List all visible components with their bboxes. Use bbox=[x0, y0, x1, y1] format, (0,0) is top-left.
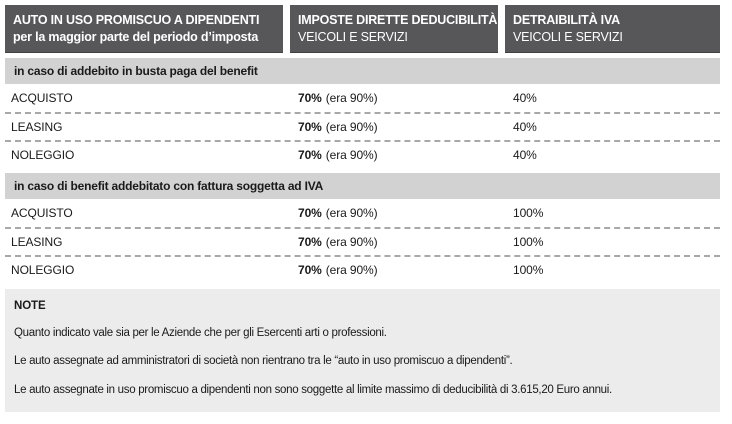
header-subject-line2: per la maggior parte del periodo d’impos… bbox=[13, 29, 259, 44]
table-row-noleggio: NOLEGGIO 70% (era 90%) 40% bbox=[5, 140, 720, 168]
vat-value: 100% bbox=[513, 263, 544, 277]
vat-value: 100% bbox=[513, 206, 544, 220]
vat-value: 40% bbox=[513, 91, 537, 105]
section-title-fattura-iva: in caso di benefit addebitato con fattur… bbox=[5, 173, 720, 199]
notes-block: NOTE Quanto indicato vale sia per le Azi… bbox=[5, 289, 720, 413]
table-row-leasing: LEASING 70% (era 90%) 100% bbox=[5, 227, 720, 255]
row-label: LEASING bbox=[11, 120, 63, 134]
notes-title: NOTE bbox=[14, 300, 46, 312]
direct-tax-previous: (era 90%) bbox=[325, 120, 378, 134]
direct-tax-cell: 70% (era 90%) bbox=[290, 235, 505, 249]
section-rows-busta-paga: ACQUISTO 70% (era 90%) 40% LEASING 70% (er… bbox=[5, 84, 720, 168]
section-rows-fattura-iva: ACQUISTO 70% (era 90%) 100% LEASING 70% (e… bbox=[5, 199, 720, 283]
direct-tax-cell: 70% (era 90%) bbox=[290, 148, 505, 162]
table-row-noleggio: NOLEGGIO 70% (era 90%) 100% bbox=[5, 255, 720, 283]
table-header-row: AUTO IN USO PROMISCUO A DIPENDENTI per l… bbox=[5, 5, 720, 53]
note-item-1: Quanto indicato vale sia per le Aziende … bbox=[14, 327, 387, 339]
direct-tax-previous: (era 90%) bbox=[325, 91, 378, 105]
direct-tax-cell: 70% (era 90%) bbox=[290, 120, 505, 134]
direct-tax-cell: 70% (era 90%) bbox=[290, 206, 505, 220]
direct-tax-previous: (era 90%) bbox=[325, 235, 378, 249]
note-item-3: Le auto assegnate in uso promiscuo a dip… bbox=[14, 383, 612, 396]
direct-tax-previous: (era 90%) bbox=[325, 263, 378, 277]
direct-tax-value: 70% bbox=[298, 120, 322, 134]
section-title-busta-paga: in caso di addebito in busta paga del be… bbox=[5, 58, 720, 84]
direct-tax-value: 70% bbox=[298, 235, 322, 249]
vat-value: 40% bbox=[513, 120, 537, 134]
header-direct-tax-line2: VEICOLI E SERVIZI bbox=[298, 29, 408, 44]
header-vat-line1: DETRAIBILITÀ IVA bbox=[513, 12, 620, 27]
benefit-deduction-table: AUTO IN USO PROMISCUO A DIPENDENTI per l… bbox=[5, 5, 720, 413]
row-label: ACQUISTO bbox=[11, 91, 73, 105]
direct-tax-previous: (era 90%) bbox=[325, 206, 378, 220]
header-direct-tax-line1: IMPOSTE DIRETTE DEDUCIBILITÀ bbox=[298, 12, 498, 27]
header-cell-direct-tax: IMPOSTE DIRETTE DEDUCIBILITÀ VEICOLI E S… bbox=[290, 5, 498, 53]
vat-value: 100% bbox=[513, 235, 544, 249]
vat-value: 40% bbox=[513, 148, 537, 162]
direct-tax-value: 70% bbox=[298, 263, 322, 277]
table-row-acquisto: ACQUISTO 70% (era 90%) 100% bbox=[5, 199, 720, 227]
direct-tax-value: 70% bbox=[298, 148, 322, 162]
row-label: LEASING bbox=[11, 235, 63, 249]
row-label: NOLEGGIO bbox=[11, 263, 75, 277]
header-vat-line2: VEICOLI E SERVIZI bbox=[513, 29, 623, 44]
note-item-2: Le auto assegnate ad amministratori di s… bbox=[14, 355, 513, 368]
direct-tax-previous: (era 90%) bbox=[325, 148, 378, 162]
direct-tax-cell: 70% (era 90%) bbox=[290, 91, 505, 105]
header-cell-subject: AUTO IN USO PROMISCUO A DIPENDENTI per l… bbox=[5, 5, 283, 53]
header-subject-line1: AUTO IN USO PROMISCUO A DIPENDENTI bbox=[13, 12, 260, 27]
direct-tax-value: 70% bbox=[298, 91, 322, 105]
row-label: NOLEGGIO bbox=[11, 148, 75, 162]
table-row-leasing: LEASING 70% (era 90%) 40% bbox=[5, 112, 720, 140]
direct-tax-cell: 70% (era 90%) bbox=[290, 263, 505, 277]
direct-tax-value: 70% bbox=[298, 206, 322, 220]
row-label: ACQUISTO bbox=[11, 206, 73, 220]
header-cell-vat: DETRAIBILITÀ IVA VEICOLI E SERVIZI bbox=[505, 5, 720, 53]
table-row-acquisto: ACQUISTO 70% (era 90%) 40% bbox=[5, 84, 720, 112]
